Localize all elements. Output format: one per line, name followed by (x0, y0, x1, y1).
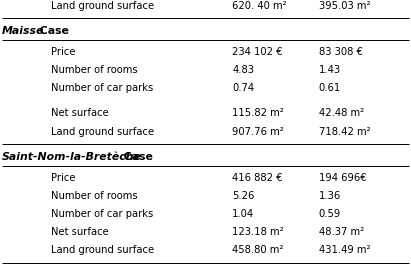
Text: 123.18 m²: 123.18 m² (232, 227, 284, 237)
Text: Case: Case (120, 152, 153, 162)
Text: 718.42 m²: 718.42 m² (319, 126, 370, 136)
Text: Number of rooms: Number of rooms (51, 191, 138, 201)
Text: 234 102 €: 234 102 € (232, 47, 283, 57)
Text: Land ground surface: Land ground surface (51, 126, 155, 136)
Text: 48.37 m²: 48.37 m² (319, 227, 364, 237)
Text: 416 882 €: 416 882 € (232, 173, 283, 183)
Text: Number of rooms: Number of rooms (51, 65, 138, 75)
Text: 42.48 m²: 42.48 m² (319, 108, 364, 119)
Text: 5.26: 5.26 (232, 191, 254, 201)
Text: Land ground surface: Land ground surface (51, 1, 155, 11)
Text: 620. 40 m²: 620. 40 m² (232, 1, 287, 11)
Text: Saint-Nom-la-Bretèche: Saint-Nom-la-Bretèche (2, 152, 142, 162)
Text: Net surface: Net surface (51, 108, 109, 119)
Text: 1.43: 1.43 (319, 65, 341, 75)
Text: 0.74: 0.74 (232, 84, 254, 94)
Text: Number of car parks: Number of car parks (51, 84, 154, 94)
Text: Land ground surface: Land ground surface (51, 245, 155, 255)
Text: 1.36: 1.36 (319, 191, 341, 201)
Text: 4.83: 4.83 (232, 65, 254, 75)
Text: 83 308 €: 83 308 € (319, 47, 363, 57)
Text: 194 696€: 194 696€ (319, 173, 366, 183)
Text: 395.03 m²: 395.03 m² (319, 1, 370, 11)
Text: 0.59: 0.59 (319, 209, 341, 219)
Text: Number of car parks: Number of car parks (51, 209, 154, 219)
Text: 115.82 m²: 115.82 m² (232, 108, 284, 119)
Text: 907.76 m²: 907.76 m² (232, 126, 284, 136)
Text: 458.80 m²: 458.80 m² (232, 245, 284, 255)
Text: 431.49 m²: 431.49 m² (319, 245, 370, 255)
Text: Maisse: Maisse (2, 26, 44, 36)
Text: Case: Case (36, 26, 69, 36)
Text: Price: Price (51, 47, 76, 57)
Text: 1.04: 1.04 (232, 209, 254, 219)
Text: Price: Price (51, 173, 76, 183)
Text: 0.61: 0.61 (319, 84, 341, 94)
Text: Net surface: Net surface (51, 227, 109, 237)
